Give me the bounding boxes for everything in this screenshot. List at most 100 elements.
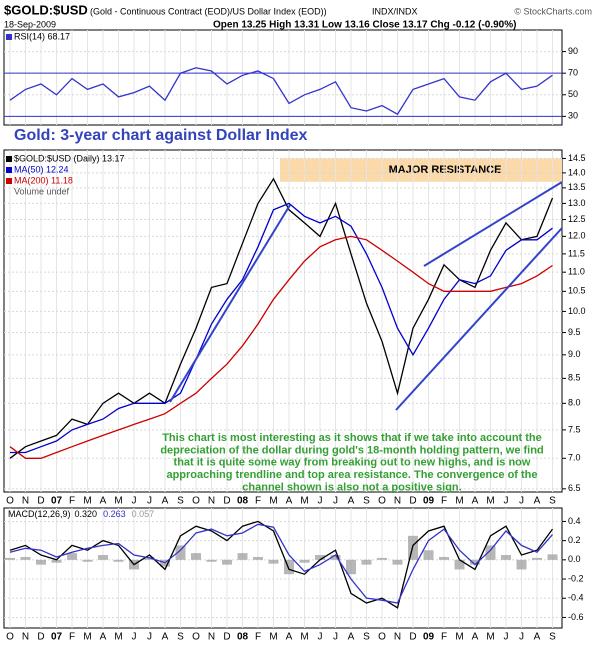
annotation-line: depreciation of the dollar during gold's…	[160, 444, 543, 456]
x-tick-label: F	[255, 496, 261, 507]
x-tick-label: M	[114, 496, 122, 507]
legend-label: MACD(12,26,9)	[8, 509, 71, 519]
x-tick-label: M	[269, 632, 277, 643]
histogram-bar	[36, 559, 46, 565]
histogram-bar	[20, 556, 31, 560]
x-tick-label: M	[83, 496, 91, 507]
x-tick-label: J	[132, 496, 137, 507]
x-tick-label: A	[472, 496, 479, 507]
y-tick-label: 8.0	[568, 398, 581, 408]
panel-frame	[3, 29, 563, 126]
histogram-bar	[439, 556, 449, 560]
x-tick-label: D	[37, 632, 44, 643]
x-tick-label: J	[318, 632, 323, 643]
histogram-bar	[175, 545, 186, 560]
x-tick-label: M	[455, 496, 463, 507]
x-tick-label: A	[348, 632, 355, 643]
annotation-line: that it is quite some way from breaking …	[174, 457, 531, 469]
y-tick-label: 14.0	[568, 167, 586, 177]
panel: 30 50 70 90 RSI(14) 68.17	[3, 29, 578, 126]
histogram-bar	[392, 559, 403, 565]
x-tick-label: J	[333, 632, 338, 643]
x-tick-label: S	[363, 632, 370, 643]
histogram-bar	[67, 553, 77, 560]
x-tick-label: A	[100, 496, 107, 507]
histogram-bar	[330, 555, 341, 560]
x-tick-label: 08	[237, 496, 249, 507]
x-tick-label: N	[208, 632, 215, 643]
x-tick-label: S	[549, 496, 556, 507]
legend-label: MA(50) 12.24	[14, 164, 69, 174]
y-tick-label: 13.5	[568, 182, 586, 192]
x-tick-label: A	[100, 632, 107, 643]
quote: Open 13.25 High 13.31 Low 13.16 Close 13…	[213, 20, 516, 31]
y-tick-label: 12.5	[568, 214, 586, 224]
panel-frame	[3, 507, 563, 629]
x-tick-label: M	[114, 632, 122, 643]
series-line	[9, 520, 554, 609]
series-line	[9, 235, 553, 459]
legend-label: $GOLD:$USD (Daily) 13.17	[14, 153, 125, 163]
legend-swatch	[6, 167, 12, 173]
histogram-bar	[315, 555, 325, 560]
histogram-bar	[237, 553, 248, 560]
histogram-bar	[268, 559, 279, 564]
x-tick-label: D	[409, 496, 416, 507]
x-tick-label: N	[394, 496, 401, 507]
x-tick-label: S	[363, 496, 370, 507]
legend-swatch	[6, 156, 12, 162]
trendline	[395, 227, 563, 411]
x-tick-label: M	[269, 496, 277, 507]
histogram-bar	[516, 559, 527, 570]
x-tick-label: D	[223, 496, 230, 507]
annotation-line: channel shown is also not a positive sig…	[242, 482, 461, 494]
x-tick-label: 09	[423, 496, 435, 507]
series-line	[10, 202, 553, 454]
x-tick-label: D	[37, 496, 44, 507]
x-tick-label: O	[378, 496, 386, 507]
histogram-bar	[423, 550, 434, 560]
x-tick-label: A	[534, 632, 541, 643]
x-tick-label: M	[300, 632, 308, 643]
y-tick-label: 90	[568, 46, 578, 56]
x-tick-label: S	[177, 496, 184, 507]
x-tick-label: S	[177, 632, 184, 643]
x-tick-label: 08	[237, 632, 249, 643]
histogram-bar	[454, 559, 465, 570]
x-tick-label: M	[300, 496, 308, 507]
x-tick-label: N	[208, 496, 215, 507]
histogram-bar	[346, 559, 356, 575]
x-tick-label: S	[549, 632, 556, 643]
histogram-bar	[284, 559, 294, 575]
y-tick-label: 7.5	[568, 424, 581, 434]
legend-label: Volume undef	[14, 186, 70, 196]
y-tick-label: 14.5	[568, 153, 586, 163]
y-tick-label: 0.2	[568, 535, 581, 545]
trendline	[423, 181, 563, 267]
series-line	[9, 523, 553, 604]
x-tick-label: 09	[423, 632, 435, 643]
y-tick-label: 10.0	[568, 306, 586, 316]
y-tick-label: 0.4	[568, 516, 581, 526]
x-tick-label: F	[441, 632, 447, 643]
x-tick-label: A	[286, 496, 293, 507]
histogram-bar	[253, 556, 263, 560]
x-tick-label: O	[378, 632, 386, 643]
histogram-bar	[299, 559, 310, 563]
y-tick-label: -0.4	[568, 593, 584, 603]
histogram-bar	[82, 559, 93, 562]
x-tick-label: M	[486, 632, 494, 643]
x-tick-label: F	[255, 632, 261, 643]
x-tick-label: O	[192, 496, 200, 507]
x-tick-label: 07	[51, 496, 63, 507]
histogram-bar	[501, 555, 511, 560]
panel-frame	[3, 149, 563, 493]
histogram-bar	[222, 559, 232, 565]
x-tick-label: O	[6, 496, 14, 507]
y-tick-label: 50	[568, 89, 578, 99]
x-tick-label: J	[132, 632, 137, 643]
y-tick-label: 7.0	[568, 453, 581, 463]
panel: 0.40.20.0-0.2-0.4-0.6O N D 07 F M A M J J A S O N D 08 F…	[3, 507, 584, 643]
legend: MACD(12,26,9) 0.320 0.263 0.057	[8, 509, 154, 519]
x-tick-label: J	[318, 496, 323, 507]
